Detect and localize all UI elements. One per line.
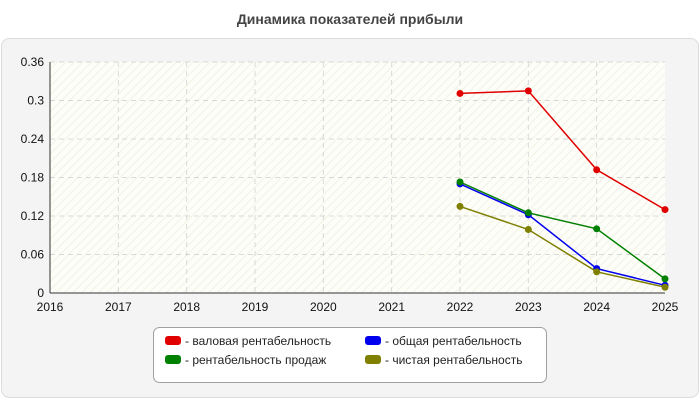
legend-swatch	[365, 355, 381, 364]
chart-title: Динамика показателей прибыли	[237, 11, 463, 27]
y-tick-label: 0.24	[21, 132, 45, 146]
legend-swatch	[365, 336, 381, 345]
x-tick-label: 2016	[37, 300, 64, 314]
legend-box	[153, 327, 547, 383]
data-point	[661, 206, 669, 214]
x-tick-label: 2017	[105, 300, 132, 314]
legend-label: - рентабельность продаж	[185, 353, 326, 367]
series-line-0	[459, 90, 666, 211]
data-point	[661, 283, 669, 291]
series-line-3	[459, 205, 666, 288]
x-tick-label: 2021	[378, 300, 405, 314]
x-tick-label: 2024	[583, 300, 610, 314]
legend-label: - чистая рентабельность	[385, 353, 522, 367]
data-point	[593, 166, 601, 174]
data-point	[456, 202, 464, 210]
data-point	[456, 178, 464, 186]
data-point	[524, 225, 532, 233]
y-tick-label: 0.36	[21, 55, 45, 69]
x-tick-label: 2022	[447, 300, 474, 314]
y-tick-label: 0.06	[21, 248, 45, 262]
y-tick-label: 0.18	[21, 171, 45, 185]
data-point	[524, 209, 532, 217]
data-point	[456, 89, 464, 97]
y-tick-label: 0	[37, 286, 44, 300]
series-line-1	[459, 183, 666, 287]
x-tick-label: 2018	[173, 300, 200, 314]
legend-label: - валовая рентабельность	[185, 334, 331, 348]
legend-swatch	[165, 355, 181, 364]
legend-swatch	[165, 336, 181, 345]
x-tick-label: 2019	[242, 300, 269, 314]
x-tick-label: 2020	[310, 300, 337, 314]
x-tick-label: 2023	[515, 300, 542, 314]
data-point	[524, 87, 532, 95]
legend-label: - общая рентабельность	[385, 334, 522, 348]
data-point	[593, 225, 601, 233]
x-tick-label: 2025	[652, 300, 679, 314]
y-tick-label: 0.3	[27, 94, 44, 108]
series-line-2	[459, 181, 666, 280]
y-tick-label: 0.12	[21, 209, 45, 223]
data-point	[593, 268, 601, 276]
data-point	[661, 275, 669, 283]
